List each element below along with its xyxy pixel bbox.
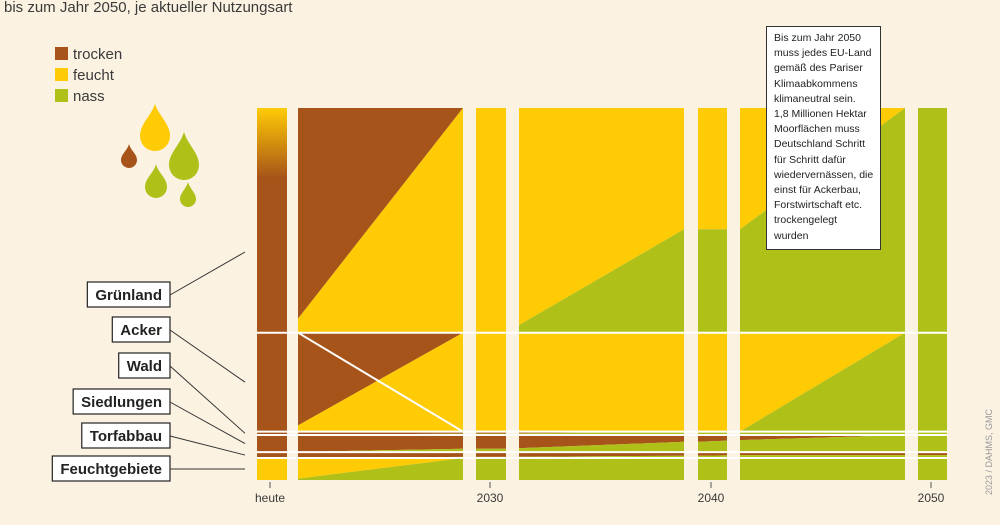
flow-trocken: [257, 108, 947, 333]
category-label-box: [81, 422, 171, 449]
legend-label-feucht: feucht: [73, 67, 115, 84]
legend-swatch-trocken: [55, 47, 68, 60]
category-separators: [257, 331, 947, 460]
band-separator-diagonal: [297, 331, 464, 433]
water-drops-icon: [121, 104, 199, 207]
category-label-text: Torfabbau: [90, 428, 162, 445]
category-label-text: Siedlungen: [81, 394, 162, 411]
flow-trocken: [257, 452, 947, 459]
drop-icon-green-large: [169, 132, 199, 180]
category-label-box: [118, 352, 171, 379]
category-label-box: [86, 281, 171, 308]
x-tick-label: 2050: [918, 491, 945, 505]
drop-icon-green-medium: [145, 164, 167, 198]
category-label-box: [111, 316, 171, 343]
category-label-5: Feuchtgebiete: [51, 455, 246, 482]
flow-nass: [257, 332, 947, 432]
chart-subtitle: bis zum Jahr 2050, je aktueller Nutzungs…: [4, 0, 293, 16]
category-label-text: Acker: [120, 322, 162, 339]
note-line: trockengelegt: [774, 214, 838, 227]
category-label-text: Feuchtgebiete: [60, 461, 162, 478]
category-label-3: Siedlungen: [72, 388, 246, 444]
time-gap-bar: [684, 106, 698, 482]
note-line: 1,8 Millionen Hektar: [774, 108, 867, 121]
category-label-1: Acker: [111, 316, 246, 383]
drop-icon-brown: [121, 144, 137, 168]
x-axis: heute 2030 2040 2050: [255, 482, 945, 505]
legend: trocken feucht nass: [55, 46, 122, 105]
x-tick-label: heute: [255, 491, 285, 505]
note-line: Moorflächen muss: [774, 123, 860, 136]
category-label-box: [51, 455, 171, 482]
leader-line: [169, 401, 246, 444]
category-label-2: Wald: [118, 352, 246, 434]
category-label-text: Wald: [127, 358, 162, 375]
category-label-4: Torfabbau: [81, 422, 246, 456]
legend-swatch-feucht: [55, 68, 68, 81]
credit-text: 2023 / DAHMS, GMC: [984, 408, 994, 495]
flow-trocken: [257, 332, 947, 432]
category-label-0: Grünland: [86, 251, 246, 308]
legend-label-trocken: trocken: [73, 46, 122, 63]
leader-line: [169, 365, 246, 434]
note-line: gemäß des Pariser: [774, 62, 863, 75]
flow-trocken: [257, 435, 947, 453]
drop-icon-green-small: [180, 182, 196, 207]
note-line: Forstwirtschaft etc.: [774, 199, 863, 212]
time-gap-bar: [727, 106, 740, 482]
leader-line: [169, 251, 246, 296]
note-box: Bis zum Jahr 2050 muss jedes EU-Land gem…: [766, 26, 881, 250]
note-line: Klimaabkommens: [774, 77, 858, 90]
drop-icon-yellow: [140, 104, 170, 151]
note-line: wurden: [774, 229, 809, 242]
category-labels: Grünland Acker Wald Siedlungen Torfabbau Feuc…: [51, 251, 246, 482]
leader-line: [169, 329, 246, 383]
legend-swatch-nass: [55, 89, 68, 102]
x-tick-label: 2040: [698, 491, 725, 505]
time-gap-bar: [506, 106, 519, 482]
flow-nass: [257, 458, 947, 480]
note-line: muss jedes EU-Land: [774, 47, 872, 60]
time-gap-bar: [905, 106, 918, 482]
note-line: einst für Ackerbau,: [774, 184, 861, 197]
flow-feucht: [257, 332, 947, 432]
note-line: Deutschland Schritt: [774, 138, 866, 151]
heute-gradient: [257, 108, 287, 178]
legend-label-nass: nass: [73, 88, 105, 105]
note-line: für Schritt dafür: [774, 153, 846, 166]
flow-nass: [257, 108, 947, 333]
category-label-box: [72, 388, 171, 415]
note-line: wiedervernässen, die: [774, 168, 874, 181]
note-line: klimaneutral sein.: [774, 92, 856, 105]
note-line: Bis zum Jahr 2050: [774, 32, 861, 44]
x-tick-label: 2030: [477, 491, 504, 505]
flow-feucht: [257, 458, 947, 480]
category-label-text: Grünland: [95, 287, 162, 304]
flow-nass: [257, 435, 947, 453]
leader-line: [169, 435, 246, 456]
time-gap-bar: [463, 106, 476, 482]
time-gap-bar: [287, 106, 298, 482]
